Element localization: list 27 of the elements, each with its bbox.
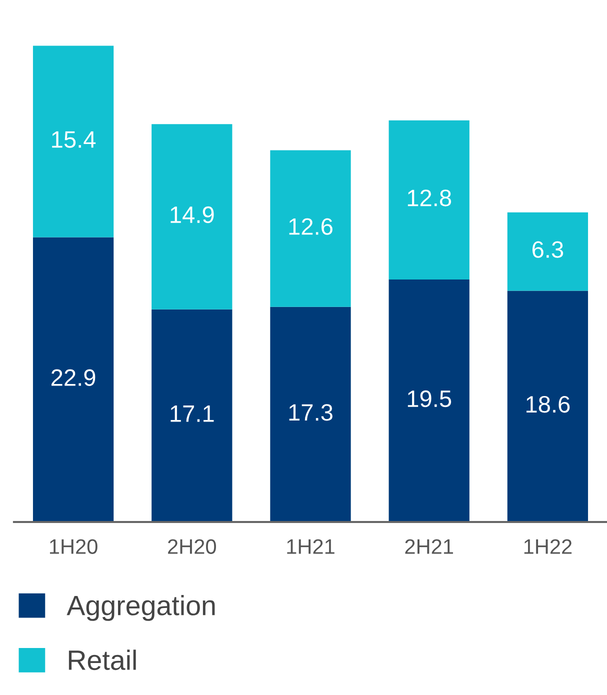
bar (270, 150, 351, 307)
x-tick-label: 1H20 (50, 539, 98, 554)
bar (388, 120, 470, 280)
x-tick-label: 1H22 (524, 539, 572, 554)
bar (32, 237, 114, 522)
bar (152, 309, 232, 522)
data-label: 12.8 (408, 190, 452, 206)
bar (32, 46, 114, 238)
data-label: 6.3 (532, 241, 564, 258)
x-tick-label: 2H21 (405, 539, 453, 554)
bar (152, 124, 232, 310)
x-tick-label: 2H20 (168, 539, 216, 554)
data-label: 12.6 (289, 218, 332, 235)
data-label: 19.5 (408, 390, 452, 408)
data-label: 14.9 (170, 206, 214, 224)
data-label: 18.6 (526, 396, 570, 413)
legend-label: Retail (68, 650, 136, 670)
data-label: 17.3 (289, 404, 332, 421)
bar (507, 212, 588, 291)
bar (270, 306, 351, 522)
x-tick-label: 1H21 (287, 539, 334, 554)
legend-label: Aggregation (66, 595, 215, 621)
bar (507, 290, 588, 522)
bar (388, 280, 470, 522)
data-label: 17.1 (170, 406, 214, 422)
data-label: 22.9 (52, 369, 96, 386)
data-label: 15.4 (52, 131, 96, 148)
